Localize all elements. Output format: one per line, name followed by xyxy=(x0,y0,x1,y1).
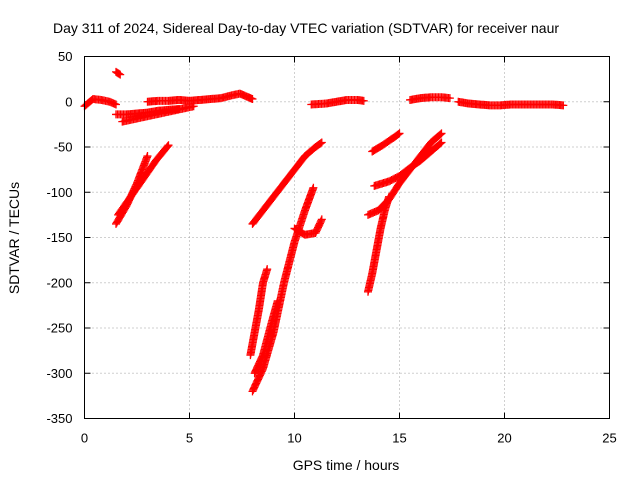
data-point-marker xyxy=(143,152,152,161)
y-tick-label: 0 xyxy=(65,94,72,109)
y-axis-label: SDTVAR / TECUs xyxy=(6,182,22,294)
data-point-marker xyxy=(437,129,446,138)
data-point-marker xyxy=(359,96,368,105)
data-point-marker xyxy=(116,70,125,79)
data-track xyxy=(118,102,198,126)
data-track xyxy=(246,265,272,360)
data-track xyxy=(143,89,257,106)
data-point-marker xyxy=(309,183,318,192)
data-track xyxy=(370,138,446,190)
data-markers xyxy=(80,67,568,396)
data-track xyxy=(307,95,368,109)
data-point-marker xyxy=(316,139,325,148)
data-point-marker xyxy=(263,265,272,274)
data-point-marker xyxy=(164,141,173,150)
data-point-marker xyxy=(445,94,454,103)
y-tick-label: -200 xyxy=(46,275,72,290)
x-tick-label: 15 xyxy=(392,431,406,446)
data-track xyxy=(368,129,404,156)
y-tick-label: -300 xyxy=(46,366,72,381)
data-track xyxy=(114,141,173,219)
x-tick-label: 5 xyxy=(186,431,193,446)
y-tick-label: -350 xyxy=(46,411,72,426)
data-point-marker xyxy=(317,215,326,224)
y-tick-label: -50 xyxy=(54,140,73,155)
chart-title: Day 311 of 2024, Sidereal Day-to-day VTE… xyxy=(53,20,559,36)
data-point-marker xyxy=(163,142,172,151)
data-point-marker xyxy=(394,130,403,139)
data-track xyxy=(112,67,125,79)
x-tick-label: 10 xyxy=(287,431,301,446)
x-tick-label: 20 xyxy=(497,431,511,446)
y-tick-label: -250 xyxy=(46,321,72,336)
x-axis-label: GPS time / hours xyxy=(293,457,400,473)
y-tick-label: 50 xyxy=(58,49,72,64)
data-point-marker xyxy=(559,101,568,110)
data-track xyxy=(406,93,454,104)
data-track xyxy=(248,138,326,228)
y-tick-label: -100 xyxy=(46,185,72,200)
data-point-marker xyxy=(115,69,124,78)
data-track xyxy=(80,95,120,111)
data-point-marker xyxy=(273,296,282,305)
data-track xyxy=(454,97,568,110)
plot-frame xyxy=(84,56,610,419)
data-track xyxy=(250,296,282,378)
x-tick-label: 0 xyxy=(81,431,88,446)
x-tick-label: 25 xyxy=(602,431,616,446)
data-point-marker xyxy=(112,100,120,109)
data-point-marker xyxy=(317,138,326,147)
data-point-marker xyxy=(395,129,404,138)
data-point-marker xyxy=(437,138,446,147)
data-point-marker xyxy=(436,139,445,148)
y-tick-label: -150 xyxy=(46,230,72,245)
data-point-marker xyxy=(248,95,257,104)
data-point-marker xyxy=(436,130,445,139)
